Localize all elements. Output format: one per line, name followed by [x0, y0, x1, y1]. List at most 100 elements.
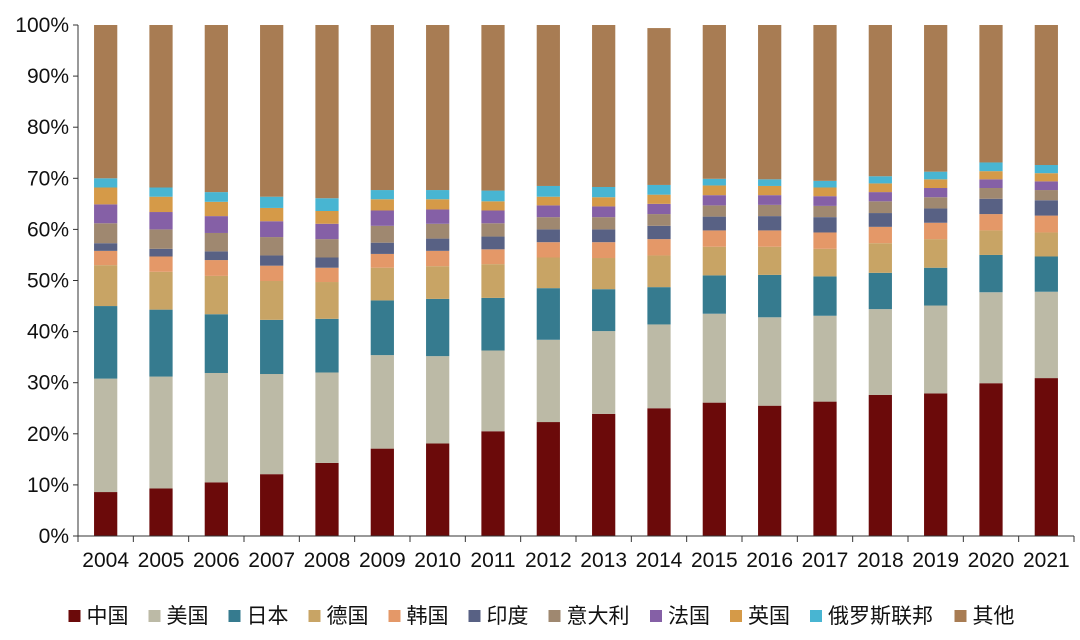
bar-segment-2013-2 [592, 289, 616, 332]
bar-segment-2019-6 [924, 197, 948, 209]
bar-stack-2020 [979, 25, 1003, 536]
bar-segment-2011-3 [481, 264, 505, 298]
legend-swatch [228, 610, 241, 622]
legend: 中国 美国 日本 德国 韩国 印度 意大利 法国 英国 俄罗斯联邦 其他 [68, 604, 1015, 628]
x-tick-label: 2011 [470, 549, 515, 572]
bar-segment-2008-7 [315, 223, 339, 240]
bar-segment-2006-10 [204, 25, 228, 193]
y-tick-label: 50% [27, 270, 69, 293]
legend-item-10: 其他 [954, 604, 1015, 628]
y-tick-label: 60% [27, 218, 69, 241]
bar-segment-2018-0 [868, 394, 892, 536]
x-tick-label: 2021 [1023, 549, 1070, 572]
bar-segment-2011-1 [481, 350, 505, 432]
x-tick-label: 2013 [580, 549, 627, 572]
bar-segment-2021-1 [1034, 291, 1058, 379]
bar-segment-2004-4 [94, 250, 118, 266]
bar-segment-2010-4 [426, 250, 450, 267]
bar-segment-2014-7 [647, 203, 671, 215]
legend-item-8: 英国 [730, 604, 790, 628]
bar-segment-2012-1 [536, 339, 560, 423]
x-tick-label: 2014 [636, 549, 683, 572]
bar-segment-2020-8 [979, 171, 1003, 180]
legend-label: 意大利 [567, 604, 630, 628]
legend-swatch [68, 610, 81, 622]
legend-item-5: 印度 [468, 604, 529, 628]
bar-segment-2021-0 [1034, 378, 1058, 536]
x-axis-tick-labels: 2004 2005 2006 2007 2008 2009 2010 2011 2012 2013… [82, 549, 1069, 572]
bar-segment-2004-5 [94, 243, 118, 251]
bar-segment-2008-4 [315, 267, 339, 283]
bar-segment-2021-3 [1034, 232, 1058, 257]
bar-segment-2015-2 [702, 275, 726, 314]
bar-segment-2014-4 [647, 239, 671, 256]
bar-segment-2019-1 [924, 305, 948, 394]
bar-segment-2007-2 [260, 319, 284, 375]
bar-segment-2008-9 [315, 198, 339, 211]
bar-segment-2020-4 [979, 214, 1003, 231]
legend-item-4: 韩国 [388, 604, 449, 628]
bar-stack-2021 [1034, 25, 1058, 536]
bar-stack-2019 [924, 25, 948, 536]
bar-segment-2018-4 [868, 226, 892, 244]
bar-segment-2004-9 [94, 178, 118, 188]
bar-segment-2010-5 [426, 238, 450, 251]
legend-label: 法国 [668, 604, 710, 628]
bar-segment-2011-9 [481, 190, 505, 202]
bar-segment-2012-10 [536, 25, 560, 186]
y-axis-tick-labels: 0% 10% 20% 30% 40% 50% 60% 70% 80% 90% 100% [15, 14, 69, 548]
bar-segment-2016-7 [758, 195, 782, 205]
bar-stack-2018 [868, 25, 892, 536]
bar-segment-2017-1 [813, 315, 837, 402]
bar-stack-2011 [481, 25, 505, 536]
y-tick-label: 0% [39, 525, 69, 548]
bar-segment-2005-6 [149, 229, 173, 249]
bar-segment-2010-0 [426, 443, 450, 536]
bar-segment-2005-9 [149, 187, 173, 197]
bar-segment-2020-0 [979, 383, 1003, 536]
legend-swatch [954, 610, 967, 622]
bar-segment-2010-3 [426, 266, 450, 299]
bar-segment-2006-3 [204, 275, 228, 315]
bar-segment-2020-3 [979, 230, 1003, 255]
bar-segment-2016-8 [758, 185, 782, 196]
bar-segment-2018-8 [868, 183, 892, 193]
bar-segment-2013-8 [592, 197, 616, 207]
bar-segment-2006-7 [204, 216, 228, 233]
bar-stack-2006 [204, 25, 228, 536]
bar-segment-2010-6 [426, 223, 450, 239]
bar-segment-2007-5 [260, 255, 284, 266]
bar-segment-2021-10 [1034, 25, 1058, 166]
legend-swatch [650, 610, 662, 622]
legend-label: 俄罗斯联邦 [828, 604, 933, 628]
bar-segment-2014-10 [647, 28, 671, 185]
bar-segment-2018-6 [868, 201, 892, 214]
bar-segment-2012-4 [536, 242, 560, 258]
bar-segment-2011-6 [481, 223, 505, 237]
bar-segment-2019-10 [924, 25, 948, 172]
bar-segment-2010-8 [426, 199, 450, 210]
bar-segment-2011-7 [481, 210, 505, 224]
legend-swatch [548, 610, 561, 622]
bar-segment-2020-1 [979, 292, 1003, 384]
bar-segment-2015-0 [702, 402, 726, 536]
bar-stack-2014 [647, 28, 671, 536]
legend-label: 英国 [748, 604, 790, 628]
bar-segment-2018-9 [868, 176, 892, 184]
bar-segment-2005-2 [149, 309, 173, 377]
bar-segment-2008-5 [315, 257, 339, 268]
legend-item-9: 俄罗斯联邦 [810, 604, 933, 628]
bar-segment-2021-7 [1034, 181, 1058, 191]
bar-segment-2008-0 [315, 462, 339, 536]
legend-label: 日本 [247, 604, 289, 628]
bar-segment-2006-5 [204, 251, 228, 261]
legend-item-1: 美国 [148, 604, 209, 628]
bar-segment-2009-9 [370, 190, 394, 200]
bar-segment-2009-5 [370, 242, 394, 254]
bar-stack-2009 [370, 25, 394, 536]
legend-swatch [148, 610, 161, 622]
y-tick-label: 20% [27, 423, 69, 446]
bar-segment-2004-10 [94, 25, 118, 179]
bar-segment-2004-3 [94, 265, 118, 307]
